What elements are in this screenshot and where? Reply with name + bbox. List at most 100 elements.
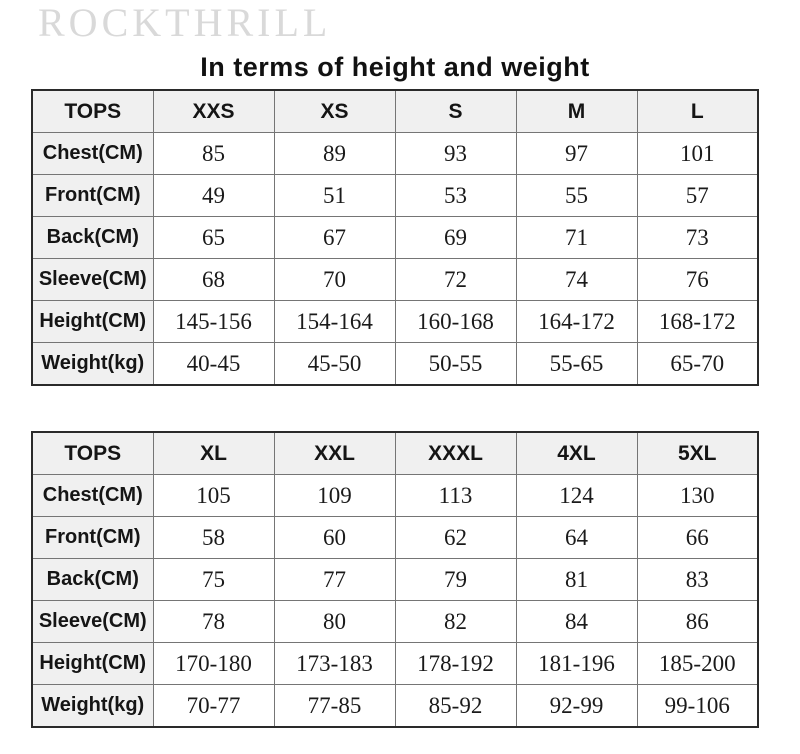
value-cell: 170-180 [152,642,275,685]
value-cell: 64 [515,516,638,559]
value-cell: 145-156 [152,300,275,343]
row-label-cell: Front(CM) [31,516,154,559]
table-row: Sleeve(CM) 68 70 72 74 76 [31,258,759,301]
value-cell: 49 [152,174,275,217]
value-cell: 164-172 [515,300,638,343]
value-cell: 92-99 [515,684,638,728]
row-label-cell: Weight(kg) [31,342,154,386]
value-cell: 168-172 [636,300,759,343]
value-cell: 124 [515,474,638,517]
value-cell: 40-45 [152,342,275,386]
value-cell: 51 [273,174,396,217]
size-header-cell: XL [152,431,275,475]
table-row: Chest(CM) 105 109 113 124 130 [31,474,759,517]
value-cell: 65-70 [636,342,759,386]
value-cell: 77 [273,558,396,601]
value-cell: 160-168 [394,300,517,343]
table-row: Front(CM) 58 60 62 64 66 [31,516,759,559]
value-cell: 99-106 [636,684,759,728]
row-label-cell: Weight(kg) [31,684,154,728]
value-cell: 80 [273,600,396,643]
row-label-cell: Chest(CM) [31,474,154,517]
row-label-cell: Chest(CM) [31,132,154,175]
size-header-cell: XXS [152,89,275,133]
value-cell: 181-196 [515,642,638,685]
page-title: In terms of height and weight [200,52,590,82]
value-cell: 53 [394,174,517,217]
value-cell: 84 [515,600,638,643]
value-cell: 67 [273,216,396,259]
value-cell: 178-192 [394,642,517,685]
value-cell: 82 [394,600,517,643]
size-header-cell: M [515,89,638,133]
size-header-cell: S [394,89,517,133]
value-cell: 173-183 [273,642,396,685]
table-row: Back(CM) 75 77 79 81 83 [31,558,759,601]
value-cell: 97 [515,132,638,175]
value-cell: 69 [394,216,517,259]
table-row: Weight(kg) 70-77 77-85 85-92 92-99 99-106 [31,684,759,728]
value-cell: 93 [394,132,517,175]
value-cell: 66 [636,516,759,559]
value-cell: 73 [636,216,759,259]
value-cell: 130 [636,474,759,517]
size-table-xl-to-5xl: TOPS XL XXL XXXL 4XL 5XL Chest(CM) 105 109 113 124… [31,431,759,728]
row-label-cell: Front(CM) [31,174,154,217]
row-label-cell: Back(CM) [31,558,154,601]
value-cell: 60 [273,516,396,559]
value-cell: 57 [636,174,759,217]
value-cell: 105 [152,474,275,517]
value-cell: 154-164 [273,300,396,343]
row-label-cell: Sleeve(CM) [31,600,154,643]
row-label-cell: Sleeve(CM) [31,258,154,301]
value-cell: 79 [394,558,517,601]
value-cell: 83 [636,558,759,601]
table-row: Sleeve(CM) 78 80 82 84 86 [31,600,759,643]
value-cell: 75 [152,558,275,601]
table-row: Weight(kg) 40-45 45-50 50-55 55-65 65-70 [31,342,759,386]
value-cell: 68 [152,258,275,301]
value-cell: 85-92 [394,684,517,728]
value-cell: 62 [394,516,517,559]
size-table-xxs-to-l: TOPS XXS XS S M L Chest(CM) 85 89 93 97 101 Front(CM… [31,89,759,386]
size-header-cell: XXL [273,431,396,475]
corner-header-cell: TOPS [31,89,154,133]
table-row: Front(CM) 49 51 53 55 57 [31,174,759,217]
value-cell: 70-77 [152,684,275,728]
header-row: TOPS XXS XS S M L [31,89,759,133]
table-row: Back(CM) 65 67 69 71 73 [31,216,759,259]
value-cell: 113 [394,474,517,517]
row-label-cell: Height(CM) [31,300,154,343]
row-label-cell: Back(CM) [31,216,154,259]
value-cell: 74 [515,258,638,301]
table-row: Height(CM) 145-156 154-164 160-168 164-172 16… [31,300,759,343]
header-row: TOPS XL XXL XXXL 4XL 5XL [31,431,759,475]
size-header-cell: XXXL [394,431,517,475]
size-header-cell: XS [273,89,396,133]
value-cell: 86 [636,600,759,643]
value-cell: 72 [394,258,517,301]
row-label-cell: Height(CM) [31,642,154,685]
value-cell: 45-50 [273,342,396,386]
table-row: Chest(CM) 85 89 93 97 101 [31,132,759,175]
value-cell: 55-65 [515,342,638,386]
value-cell: 109 [273,474,396,517]
value-cell: 71 [515,216,638,259]
value-cell: 185-200 [636,642,759,685]
size-header-cell: L [636,89,759,133]
corner-header-cell: TOPS [31,431,154,475]
value-cell: 89 [273,132,396,175]
value-cell: 65 [152,216,275,259]
value-cell: 81 [515,558,638,601]
value-cell: 76 [636,258,759,301]
value-cell: 70 [273,258,396,301]
value-cell: 77-85 [273,684,396,728]
brand-logo: ROCKTHRILL [38,0,332,45]
value-cell: 58 [152,516,275,559]
value-cell: 78 [152,600,275,643]
value-cell: 50-55 [394,342,517,386]
value-cell: 55 [515,174,638,217]
value-cell: 85 [152,132,275,175]
value-cell: 101 [636,132,759,175]
